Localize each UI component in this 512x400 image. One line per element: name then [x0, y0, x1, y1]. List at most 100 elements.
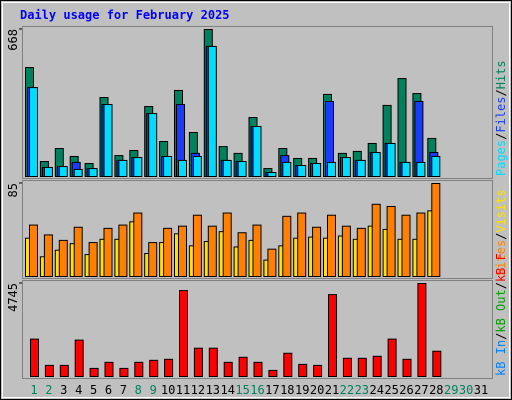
bar: [312, 163, 322, 177]
bar: [282, 161, 292, 178]
bar: [356, 159, 366, 177]
x-tick-label: 8: [135, 383, 142, 397]
legend-entry: Hits: [494, 60, 508, 89]
x-tick-label: 19: [295, 383, 309, 397]
legend-entry: kB In: [494, 340, 508, 376]
y-tick-label: 85: [6, 183, 20, 197]
bar: [88, 242, 98, 277]
bar: [89, 367, 99, 377]
x-tick-label: 16: [250, 383, 264, 397]
bar: [207, 45, 217, 177]
bar: [104, 361, 114, 377]
bar: [312, 226, 322, 278]
x-tick-label: 28: [429, 383, 443, 397]
bar: [148, 242, 158, 277]
x-tick-label: 9: [150, 383, 157, 397]
bar: [193, 347, 203, 378]
bar: [372, 355, 382, 378]
bar: [371, 152, 381, 177]
legend-separator: /: [494, 333, 508, 340]
bar: [282, 215, 292, 278]
bar: [30, 338, 39, 377]
legend: kB In/kB Out/kB F: [494, 253, 508, 376]
bar: [341, 157, 351, 177]
bar: [386, 205, 396, 277]
bar: [327, 214, 336, 278]
y-tick-label: 668: [6, 29, 20, 51]
bar: [401, 214, 411, 278]
bar: [252, 126, 262, 178]
bar: [29, 224, 38, 278]
legend-separator: /: [494, 282, 508, 289]
x-tick-label: 7: [120, 383, 127, 397]
bar: [222, 212, 232, 278]
bar: [207, 225, 217, 278]
x-tick-label: 14: [220, 383, 234, 397]
x-tick-label: 29: [444, 383, 458, 397]
chart-title: Daily usage for February 2025: [20, 8, 230, 22]
x-tick-label: 1: [30, 383, 37, 397]
bar: [43, 166, 53, 177]
bar: [431, 155, 441, 177]
bar: [327, 161, 336, 178]
bar: [192, 214, 202, 278]
x-tick-label: 3: [60, 383, 67, 397]
bar: [342, 357, 352, 377]
bar: [118, 159, 128, 177]
bar: [43, 234, 53, 277]
bar: [341, 225, 351, 278]
legend-entry: kB F: [494, 253, 508, 282]
legend-separator: /: [494, 133, 508, 140]
bar: [103, 104, 113, 177]
bar: [397, 78, 407, 177]
legend-separator: /: [494, 233, 508, 240]
bar: [416, 161, 426, 178]
bar: [238, 356, 248, 378]
x-tick-label: 27: [414, 383, 428, 397]
bar: [58, 239, 68, 277]
bar: [328, 294, 337, 378]
bar: [432, 350, 442, 378]
x-tick-label: 11: [176, 383, 190, 397]
legend: Sites/Visits: [494, 189, 508, 276]
bar: [267, 248, 277, 278]
x-tick-label: 26: [399, 383, 413, 397]
x-tick-label: 21: [325, 383, 339, 397]
x-tick-label: 10: [161, 383, 175, 397]
bar: [208, 347, 218, 378]
x-tick-label: 24: [369, 383, 383, 397]
bar: [58, 166, 68, 177]
bar: [267, 172, 277, 178]
bar: [179, 290, 188, 377]
bar: [163, 227, 173, 278]
bar: [178, 159, 187, 177]
bar: [134, 361, 144, 377]
bar: [103, 227, 113, 278]
x-tick-label: 5: [90, 383, 97, 397]
bar: [223, 361, 233, 377]
bar: [44, 364, 54, 377]
x-tick-label: 6: [105, 383, 112, 397]
bar: [59, 364, 69, 377]
x-tick-label: 20: [310, 383, 324, 397]
x-tick-label: 13: [206, 383, 220, 397]
bar: [313, 364, 323, 377]
x-tick-label: 17: [265, 383, 279, 397]
bar: [268, 369, 278, 378]
bar: [402, 358, 412, 377]
bar: [133, 212, 143, 278]
legend-entry: Files: [494, 97, 508, 133]
bar: [387, 338, 397, 377]
bar: [417, 283, 427, 377]
bar: [118, 224, 128, 278]
x-tick-label: 23: [355, 383, 369, 397]
bar: [29, 87, 38, 177]
bar: [297, 164, 307, 178]
bar: [192, 155, 202, 177]
bar: [253, 361, 263, 377]
bar: [386, 142, 396, 177]
bar: [164, 358, 174, 377]
x-tick-label: 25: [384, 383, 398, 397]
legend-entry: Visits: [494, 189, 508, 232]
